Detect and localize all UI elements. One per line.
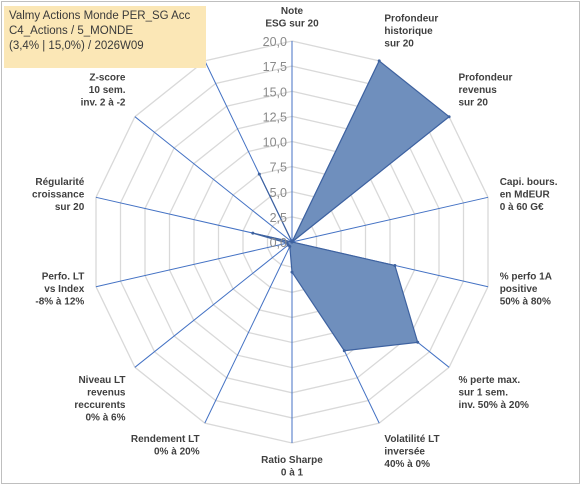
- category-label: Rendement LT: [131, 434, 200, 445]
- axis-spoke-12: [134, 116, 293, 243]
- tick-label: 10,0: [263, 136, 287, 150]
- category-label: inv. 50% à 20%: [459, 400, 530, 411]
- category-label: Niveau LT: [78, 375, 125, 386]
- data-point-12: [290, 240, 294, 244]
- category-label: 10 sem.: [89, 85, 126, 96]
- data-point-10: [285, 241, 289, 245]
- tick-label: 5,0: [270, 186, 287, 200]
- data-point-2: [447, 115, 451, 119]
- category-label: % perfo 1A: [500, 272, 552, 283]
- category-label: Régularité: [35, 177, 84, 188]
- tick-label: 15,0: [263, 85, 287, 99]
- category-label: sur 20: [384, 39, 414, 50]
- category-label: 0 à 60 G€: [500, 202, 544, 213]
- category-label: croissance: [32, 189, 85, 200]
- tick-label: 0,0: [270, 236, 287, 250]
- category-label: ESG sur 20: [265, 19, 319, 30]
- category-label: Profondeur: [459, 73, 513, 84]
- category-label: Profondeur: [384, 14, 438, 25]
- tick-label: 12,5: [263, 110, 287, 124]
- category-label: inversée: [384, 446, 425, 457]
- category-label: 0% à 6%: [85, 412, 125, 423]
- chart-title-box: Valmy Actions Monde PER_SG Acc C4_Action…: [4, 6, 206, 68]
- category-label: Perfo. LT: [42, 272, 85, 283]
- category-label: sur 20: [459, 98, 489, 109]
- category-label: Ratio Sharpe: [261, 455, 323, 466]
- data-point-13: [257, 172, 261, 176]
- category-label: 0% à 20%: [154, 446, 200, 457]
- axis-spoke-9: [134, 241, 293, 368]
- category-label: -8% à 12%: [35, 297, 84, 308]
- data-point-6: [342, 349, 346, 353]
- fund-category: C4_Actions / 5_MONDE: [9, 25, 133, 37]
- category-label: revenus: [87, 387, 126, 398]
- tick-label: 7,5: [270, 161, 287, 175]
- category-label: % perte max.: [459, 375, 521, 386]
- tick-label: 2,5: [270, 211, 287, 225]
- category-label: 0 à 1: [281, 468, 304, 479]
- category-label: Note: [281, 6, 304, 17]
- category-label: vs Index: [44, 284, 84, 295]
- category-label: 40% à 0%: [384, 459, 430, 470]
- category-label: inv. 2 à -2: [81, 98, 126, 109]
- category-label: Z-score: [89, 73, 126, 84]
- axis-spoke-10: [95, 241, 293, 288]
- tick-label: 20,0: [263, 35, 287, 49]
- category-label: revenus: [459, 85, 498, 96]
- data-point-11: [251, 231, 255, 235]
- category-label: positive: [500, 284, 538, 295]
- category-label: Volatilité LT: [384, 434, 439, 445]
- data-point-4: [393, 264, 397, 267]
- fund-name: Valmy Actions Monde PER_SG Acc: [9, 10, 191, 22]
- category-label: Capi. bours.: [500, 177, 558, 188]
- axis-spoke-3: [291, 196, 489, 243]
- data-point-7: [290, 270, 294, 274]
- category-label: sur 20: [55, 202, 85, 213]
- tick-label: 17,5: [263, 60, 287, 74]
- axis-spoke-8: [204, 241, 293, 424]
- data-point-1: [377, 59, 381, 63]
- category-label: historique: [384, 26, 433, 37]
- category-label: 50% à 80%: [500, 297, 551, 308]
- category-label: sur 1 sem.: [459, 387, 509, 398]
- fund-stats: (3,4% | 15,0%) / 2026W09: [9, 40, 144, 52]
- data-point-5: [416, 340, 420, 344]
- category-label: en MdEUR: [500, 189, 551, 200]
- category-label: reccurents: [74, 400, 126, 411]
